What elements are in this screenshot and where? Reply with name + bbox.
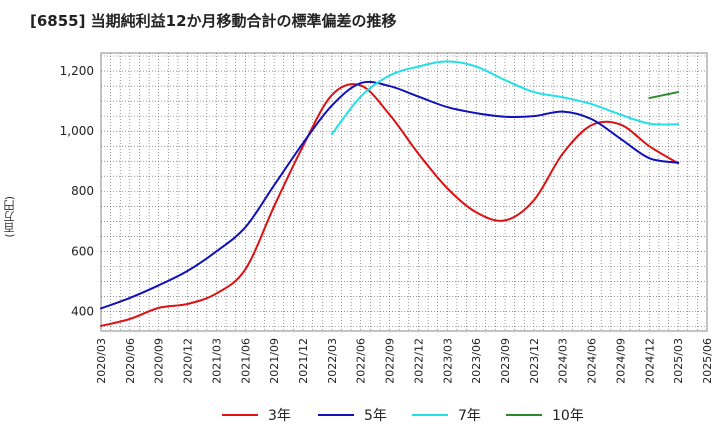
x-tick-label: 2025/06 <box>701 338 714 384</box>
y-tick-label: 1,000 <box>60 124 94 138</box>
legend-swatch <box>506 414 542 416</box>
x-tick-label: 2024/09 <box>614 338 627 384</box>
grid-lines <box>101 53 707 331</box>
x-tick-label: 2022/06 <box>355 338 368 384</box>
x-tick-label: 2024/06 <box>586 338 599 384</box>
chart-title: [6855] 当期純利益12か月移動合計の標準偏差の推移 <box>30 12 397 30</box>
y-tick-label: 800 <box>71 184 94 198</box>
series-line-10年 <box>648 91 680 100</box>
legend-label: 5年 <box>364 408 387 424</box>
y-tick-label: 1,200 <box>60 64 94 78</box>
x-tick-label: 2023/03 <box>441 338 454 384</box>
legend-item-10年: 10年 <box>506 405 584 425</box>
legend-swatch <box>318 414 354 416</box>
x-tick-label: 2023/06 <box>470 338 483 384</box>
x-tick-label: 2022/09 <box>384 338 397 384</box>
x-tick-label: 2021/12 <box>297 338 310 384</box>
series-layer <box>100 60 680 327</box>
legend-item-7年: 7年 <box>412 405 481 425</box>
x-tick-label: 2023/09 <box>499 338 512 384</box>
x-tick-labels: 2020/03 2020/06 2020/09 2020/12 2021/03 2021/… <box>95 338 714 384</box>
legend-swatch <box>412 414 448 416</box>
y-tick-labels: 400 600 800 1,000 1,200 <box>60 64 94 318</box>
legend-label: 10年 <box>552 408 584 424</box>
x-tick-label: 2020/09 <box>153 338 166 384</box>
x-tick-label: 2024/12 <box>643 338 656 384</box>
x-tick-label: 2021/09 <box>268 338 281 384</box>
x-tick-label: 2025/03 <box>672 338 685 384</box>
series-line-5年 <box>100 80 680 310</box>
x-tick-label: 2024/03 <box>557 338 570 384</box>
series-line-7年 <box>330 60 680 136</box>
legend-item-3年: 3年 <box>222 405 291 425</box>
legend-label: 7年 <box>458 408 481 424</box>
legend-label: 3年 <box>268 408 291 424</box>
x-tick-label: 2020/12 <box>182 338 195 384</box>
legend-item-5年: 5年 <box>318 405 387 425</box>
plot-area <box>100 52 708 332</box>
series-line-3年 <box>100 83 680 327</box>
y-tick-label: 600 <box>71 244 94 258</box>
legend: 3年 5年 7年 10年 <box>0 400 720 430</box>
x-tick-label: 2022/12 <box>412 338 425 384</box>
x-tick-label: 2020/06 <box>124 338 137 384</box>
x-tick-label: 2020/03 <box>95 338 108 384</box>
x-tick-label: 2021/03 <box>210 338 223 384</box>
x-tick-label: 2021/06 <box>239 338 252 384</box>
legend-swatch <box>222 414 258 416</box>
y-tick-label: 400 <box>71 304 94 318</box>
x-tick-label: 2023/12 <box>528 338 541 384</box>
x-tick-label: 2022/03 <box>326 338 339 384</box>
